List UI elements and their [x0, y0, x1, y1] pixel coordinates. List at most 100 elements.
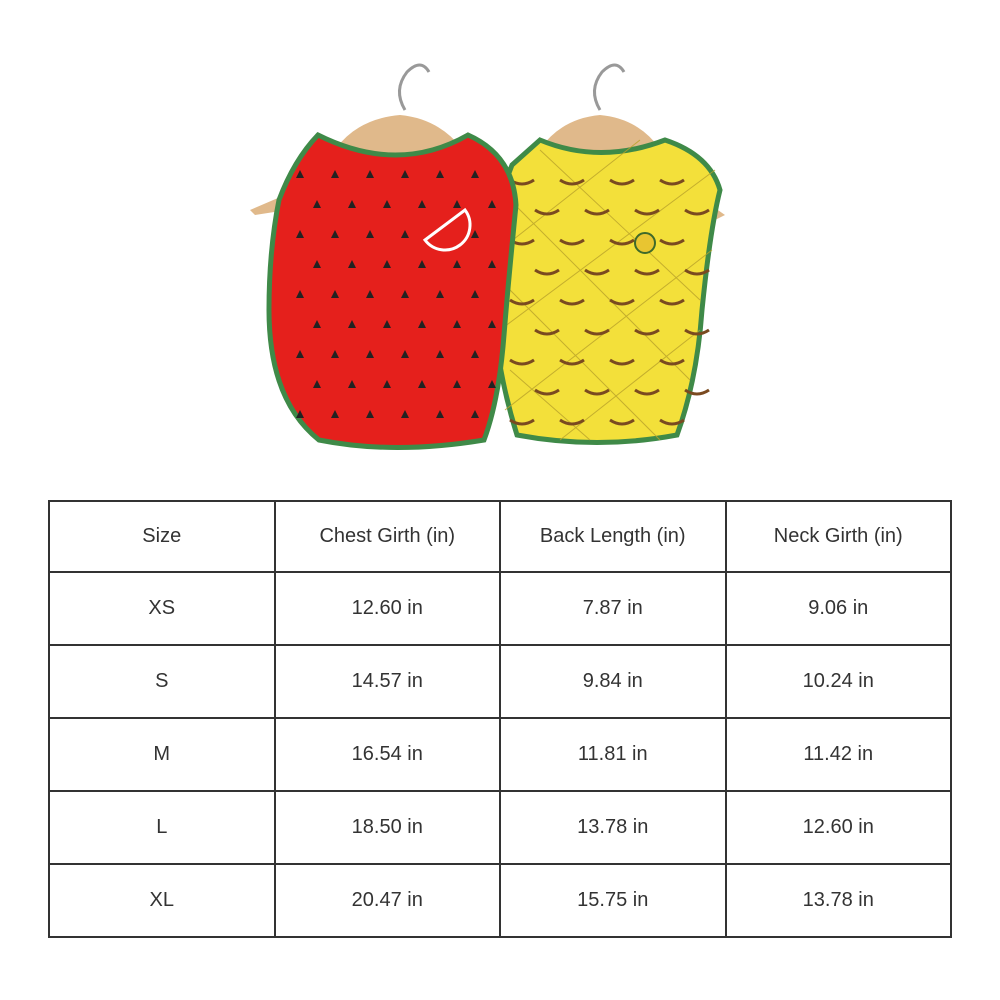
seed-mark [401, 230, 409, 238]
seed-mark [383, 380, 391, 388]
seed-mark [383, 260, 391, 268]
header-size: Size [48, 500, 276, 573]
pineapple-scale-mark [684, 328, 710, 336]
seed-mark [471, 410, 479, 418]
pineapple-scale-mark [609, 178, 635, 186]
seed-mark [436, 290, 444, 298]
seed-mark [348, 380, 356, 388]
pineapple-scale-mark [584, 208, 610, 216]
seed-mark [436, 350, 444, 358]
pineapple-scale-mark [534, 268, 560, 276]
size-cell: XS [48, 571, 276, 646]
pineapple-scale-mark [684, 208, 710, 216]
seed-mark [453, 380, 461, 388]
seed-mark [453, 260, 461, 268]
seed-mark [471, 350, 479, 358]
pineapple-scale-mark [534, 208, 560, 216]
pineapple-scale-mark [559, 238, 585, 246]
watermelon-shirt [250, 63, 519, 450]
pineapple-scale-mark [609, 238, 635, 246]
pineapple-scale-mark [659, 418, 685, 426]
seed-mark [383, 320, 391, 328]
table-row: M 16.54 in 11.81 in 11.42 in [48, 717, 952, 792]
pineapple-scale-mark [584, 328, 610, 336]
chest-cell: 12.60 in [273, 571, 501, 646]
seed-mark [471, 170, 479, 178]
table-row: XL 20.47 in 15.75 in 13.78 in [48, 863, 952, 938]
seed-mark [488, 200, 496, 208]
size-cell: S [48, 644, 276, 719]
pineapple-scale-mark [634, 208, 660, 216]
pineapple-scale-mark [659, 238, 685, 246]
seed-mark [348, 260, 356, 268]
seed-mark [436, 410, 444, 418]
seed-mark [366, 170, 374, 178]
seed-mark [418, 320, 426, 328]
seed-mark [331, 410, 339, 418]
seed-mark [401, 410, 409, 418]
pineapple-scale-mark [534, 388, 560, 396]
back-cell: 15.75 in [499, 863, 727, 938]
pineapple-scale-mark [609, 358, 635, 366]
pineapple-scale-mark [584, 268, 610, 276]
seed-mark [313, 380, 321, 388]
seed-mark [348, 200, 356, 208]
pineapple-scale-mark [634, 328, 660, 336]
pineapple-scale-mark [659, 178, 685, 186]
seed-mark [366, 230, 374, 238]
pineapple-scale-mark [534, 328, 560, 336]
seed-mark [453, 320, 461, 328]
seed-mark [331, 350, 339, 358]
seed-mark [331, 230, 339, 238]
seed-mark [296, 290, 304, 298]
chest-cell: 14.57 in [273, 644, 501, 719]
seed-mark [331, 290, 339, 298]
seed-mark [401, 290, 409, 298]
seed-mark [313, 320, 321, 328]
seed-mark [331, 170, 339, 178]
seed-mark [296, 230, 304, 238]
size-cell: L [48, 790, 276, 865]
chest-cell: 18.50 in [273, 790, 501, 865]
neck-cell: 12.60 in [724, 790, 952, 865]
pineapple-scale-mark [559, 418, 585, 426]
back-cell: 11.81 in [499, 717, 727, 792]
pineapple-scale-mark [559, 298, 585, 306]
seed-mark [348, 320, 356, 328]
seed-mark [313, 260, 321, 268]
header-chest-girth: Chest Girth (in) [273, 500, 501, 573]
pineapple-scale-mark [509, 358, 535, 366]
header-neck-girth: Neck Girth (in) [724, 500, 952, 573]
seed-mark [488, 260, 496, 268]
table-header-row: Size Chest Girth (in) Back Length (in) N… [48, 500, 952, 573]
seed-mark [366, 350, 374, 358]
seed-mark [296, 170, 304, 178]
pineapple-scale-mark [609, 298, 635, 306]
neck-cell: 11.42 in [724, 717, 952, 792]
pineapple-shirt [485, 63, 725, 445]
back-cell: 7.87 in [499, 571, 727, 646]
seed-mark [418, 380, 426, 388]
back-cell: 13.78 in [499, 790, 727, 865]
size-cell: XL [48, 863, 276, 938]
seed-mark [296, 410, 304, 418]
seed-mark [471, 230, 479, 238]
seed-mark [436, 170, 444, 178]
seed-mark [383, 200, 391, 208]
seed-mark [366, 410, 374, 418]
pineapple-scale-mark [684, 268, 710, 276]
seed-mark [488, 320, 496, 328]
seed-mark [313, 200, 321, 208]
pineapple-scale-mark [559, 358, 585, 366]
pineapple-scale-mark [509, 418, 535, 426]
seed-mark [488, 380, 496, 388]
seed-mark [401, 350, 409, 358]
chest-cell: 20.47 in [273, 863, 501, 938]
neck-cell: 9.06 in [724, 571, 952, 646]
product-image [250, 63, 725, 450]
pineapple-scale-mark [634, 388, 660, 396]
neck-cell: 10.24 in [724, 644, 952, 719]
seed-mark [296, 350, 304, 358]
pineapple-scale-mark [609, 418, 635, 426]
table-row: L 18.50 in 13.78 in 12.60 in [48, 790, 952, 865]
